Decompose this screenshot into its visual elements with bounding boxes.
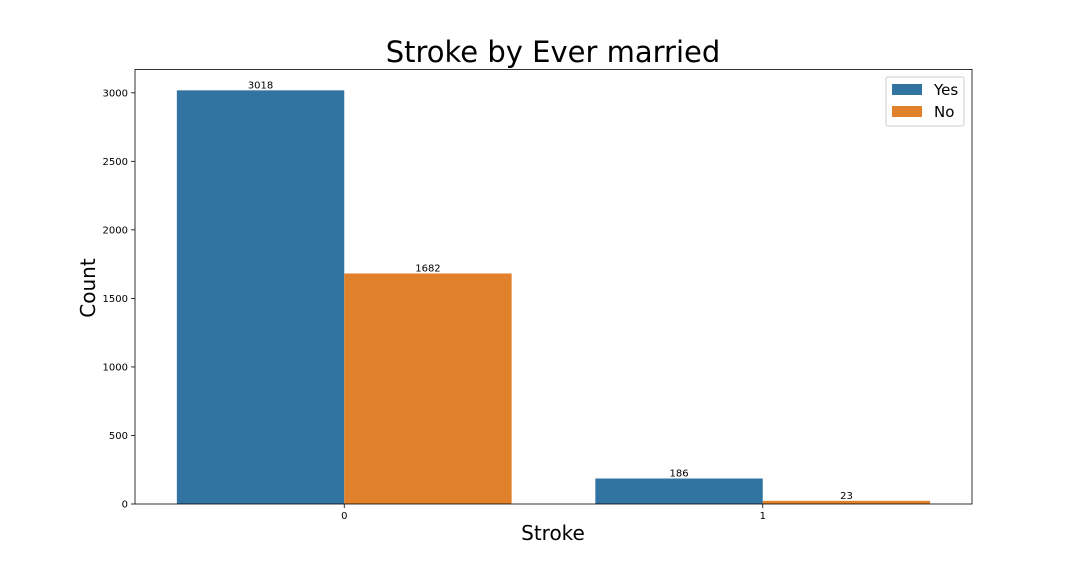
legend-swatch-yes — [892, 84, 922, 95]
data-labels-group: 3018 1682 186 23 — [248, 80, 853, 502]
y-tick-label: 2500 — [103, 157, 128, 168]
bar-yes-stroke-1 — [595, 478, 763, 504]
bar-yes-stroke-0 — [176, 90, 345, 504]
data-label-no-stroke-1: 23 — [840, 491, 853, 502]
data-label-yes-stroke-0: 3018 — [248, 80, 273, 91]
legend-label-yes: Yes — [933, 81, 958, 99]
chart-title: Stroke by Ever married — [386, 35, 721, 69]
bar-no-stroke-0 — [344, 273, 512, 504]
legend: Yes No — [885, 76, 965, 127]
plot-frame — [134, 69, 973, 505]
bars-group — [176, 90, 931, 504]
y-tick-label: 1000 — [103, 362, 128, 373]
x-tick-label: 1 — [760, 511, 766, 522]
y-tick-label: 0 — [122, 500, 128, 511]
y-axis-label: Count — [76, 258, 100, 318]
y-tick-label: 2000 — [103, 225, 128, 236]
y-tick-label: 3000 — [103, 88, 128, 99]
y-tick-label: 500 — [109, 431, 128, 442]
data-label-no-stroke-0: 1682 — [415, 263, 440, 274]
x-axis-label: Stroke — [521, 521, 585, 545]
x-tick-label: 0 — [341, 511, 347, 522]
y-tick-label: 1500 — [103, 294, 128, 305]
legend-swatch-no — [892, 106, 922, 117]
y-axis: 0 500 1000 1500 2000 2500 3000 — [103, 88, 135, 511]
data-label-yes-stroke-1: 186 — [670, 469, 689, 480]
bar-no-stroke-1 — [762, 500, 931, 504]
legend-label-no: No — [934, 103, 954, 121]
